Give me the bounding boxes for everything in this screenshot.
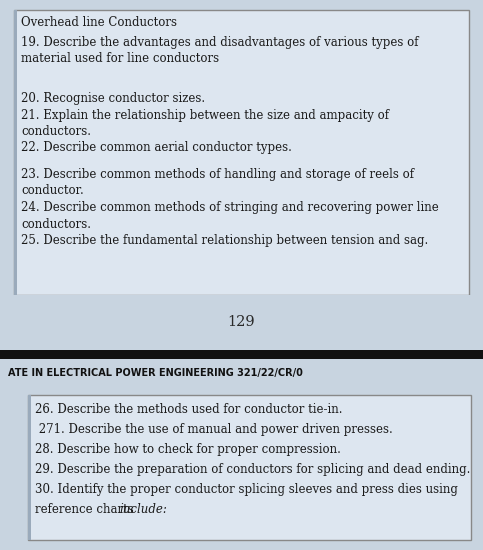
Bar (28, 395, 31, 540)
Text: 29. Describe the preparation of conductors for splicing and dead ending.: 29. Describe the preparation of conducto… (35, 463, 470, 476)
Bar (28, 395, 471, 540)
Bar (0, 295, 483, 350)
Text: ATE IN ELECTRICAL POWER ENGINEERING 321/22/CR/0: ATE IN ELECTRICAL POWER ENGINEERING 321/… (8, 368, 303, 378)
Text: Overhead line Conductors: Overhead line Conductors (21, 16, 177, 29)
Text: 19. Describe the advantages and disadvantages of various types of
material used : 19. Describe the advantages and disadvan… (21, 36, 418, 65)
Text: include:: include: (119, 503, 167, 516)
Text: 129: 129 (227, 316, 255, 329)
Bar (0, 350, 483, 359)
Text: reference charts: reference charts (35, 503, 138, 516)
Text: 271. Describe the use of manual and power driven presses.: 271. Describe the use of manual and powe… (35, 423, 393, 436)
Text: 26. Describe the methods used for conductor tie-in.: 26. Describe the methods used for conduc… (35, 403, 342, 416)
Bar (14, 10, 469, 295)
Text: 30. Identify the proper conductor splicing sleeves and press dies using: 30. Identify the proper conductor splici… (35, 483, 458, 496)
Text: 28. Describe how to check for proper compression.: 28. Describe how to check for proper com… (35, 443, 341, 456)
Text: 23. Describe common methods of handling and storage of reels of
conductor.
24. D: 23. Describe common methods of handling … (21, 168, 439, 247)
Bar (14, 10, 17, 295)
Bar (0, 359, 483, 387)
Text: 20. Recognise conductor sizes.
21. Explain the relationship between the size and: 20. Recognise conductor sizes. 21. Expla… (21, 92, 389, 155)
